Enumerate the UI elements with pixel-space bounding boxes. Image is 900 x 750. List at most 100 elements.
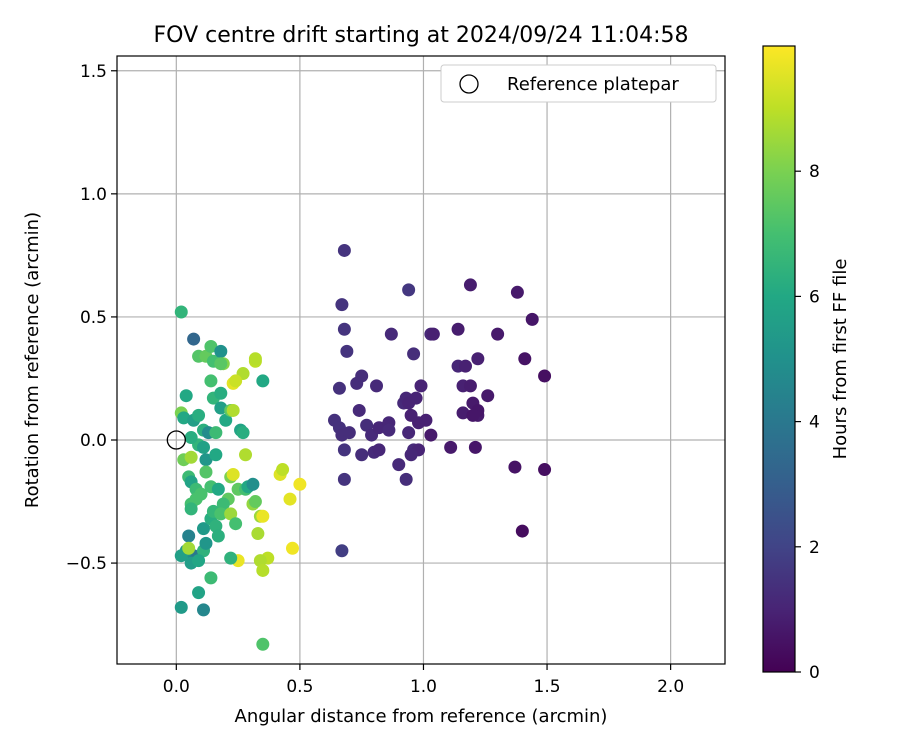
colorbar-tick-label: 4 — [809, 413, 820, 433]
legend-entry-reference-platepar: Reference platepar — [507, 74, 679, 95]
data-point — [402, 283, 416, 297]
data-point — [419, 413, 433, 427]
data-point — [468, 440, 482, 454]
data-point — [335, 298, 349, 312]
data-point — [355, 369, 369, 383]
colorbar-tick-label: 8 — [809, 162, 820, 182]
data-point — [538, 369, 552, 383]
data-point — [424, 428, 438, 442]
data-point — [174, 600, 188, 614]
data-point — [402, 426, 416, 440]
data-point — [382, 423, 396, 437]
data-point — [251, 527, 265, 541]
data-point — [187, 332, 201, 346]
colorbar-label: Hours from first FF file — [830, 259, 851, 460]
data-point — [192, 586, 206, 600]
data-point — [256, 637, 270, 651]
data-point — [211, 529, 225, 543]
y-tick-label: 1.0 — [80, 185, 107, 205]
data-point — [538, 463, 552, 477]
data-point — [253, 554, 267, 568]
x-axis-ticks: 0.0 0.5 1.0 1.5 2.0 — [163, 664, 684, 697]
data-point — [239, 448, 253, 462]
data-point — [471, 352, 485, 366]
data-point — [518, 352, 532, 366]
data-point — [370, 379, 384, 393]
x-tick-label: 0.0 — [163, 677, 190, 697]
data-point — [399, 472, 413, 486]
data-point — [224, 507, 238, 521]
data-point — [214, 386, 228, 400]
data-point — [409, 391, 423, 405]
y-tick-label: 0.5 — [80, 308, 107, 328]
data-point — [182, 529, 196, 543]
data-point — [256, 563, 270, 577]
data-point — [342, 426, 356, 440]
data-point — [256, 374, 270, 388]
data-point — [226, 403, 240, 417]
data-point — [463, 379, 477, 393]
data-point — [404, 448, 418, 462]
data-point — [508, 460, 522, 474]
data-point — [214, 357, 228, 371]
y-tick-label: −0.5 — [66, 554, 107, 574]
data-point — [463, 278, 477, 292]
x-axis-label: Angular distance from reference (arcmin) — [235, 706, 608, 727]
data-point — [197, 440, 211, 454]
data-point — [360, 418, 374, 432]
data-point — [451, 322, 465, 336]
data-point — [340, 344, 354, 358]
data-point — [199, 465, 213, 479]
colorbar-tick-label: 6 — [809, 287, 820, 307]
data-point — [407, 347, 421, 361]
data-point — [226, 467, 240, 481]
colorbar-tick-label: 2 — [809, 538, 820, 558]
data-point — [214, 401, 228, 415]
data-point — [372, 443, 386, 457]
data-point — [197, 522, 211, 536]
data-point — [177, 411, 191, 425]
legend-box — [440, 64, 717, 103]
legend-marker — [459, 74, 479, 94]
y-axis-ticks: −0.5 0.0 0.5 1.0 1.5 — [66, 62, 117, 574]
data-point — [458, 359, 472, 373]
data-point — [392, 458, 406, 472]
data-point — [337, 243, 351, 257]
colorbar — [762, 45, 796, 673]
data-point — [372, 421, 386, 435]
data-point — [182, 541, 196, 555]
data-point — [276, 463, 290, 477]
scatter-points — [174, 243, 552, 651]
data-point — [197, 603, 211, 617]
data-point — [236, 426, 250, 440]
y-tick-label: 1.5 — [80, 62, 107, 82]
x-tick-label: 1.5 — [534, 677, 561, 697]
x-tick-label: 2.0 — [657, 677, 684, 697]
data-point — [337, 322, 351, 336]
data-point — [219, 413, 233, 427]
data-point — [214, 344, 228, 358]
data-point — [184, 502, 198, 516]
x-tick-label: 1.0 — [410, 677, 437, 697]
data-point — [352, 403, 366, 417]
data-point — [337, 472, 351, 486]
data-point — [174, 305, 188, 319]
data-point — [216, 497, 230, 511]
data-point — [229, 517, 243, 531]
data-point — [209, 519, 223, 533]
data-point — [204, 374, 218, 388]
data-point — [248, 495, 262, 509]
data-point — [189, 492, 203, 506]
data-point — [229, 374, 243, 388]
data-point — [466, 408, 480, 422]
data-point — [285, 541, 299, 555]
data-point — [456, 406, 470, 420]
data-point — [256, 509, 270, 523]
data-point — [384, 327, 398, 341]
data-point — [192, 408, 206, 422]
data-point — [491, 327, 505, 341]
data-point — [510, 285, 524, 299]
data-point — [192, 554, 206, 568]
